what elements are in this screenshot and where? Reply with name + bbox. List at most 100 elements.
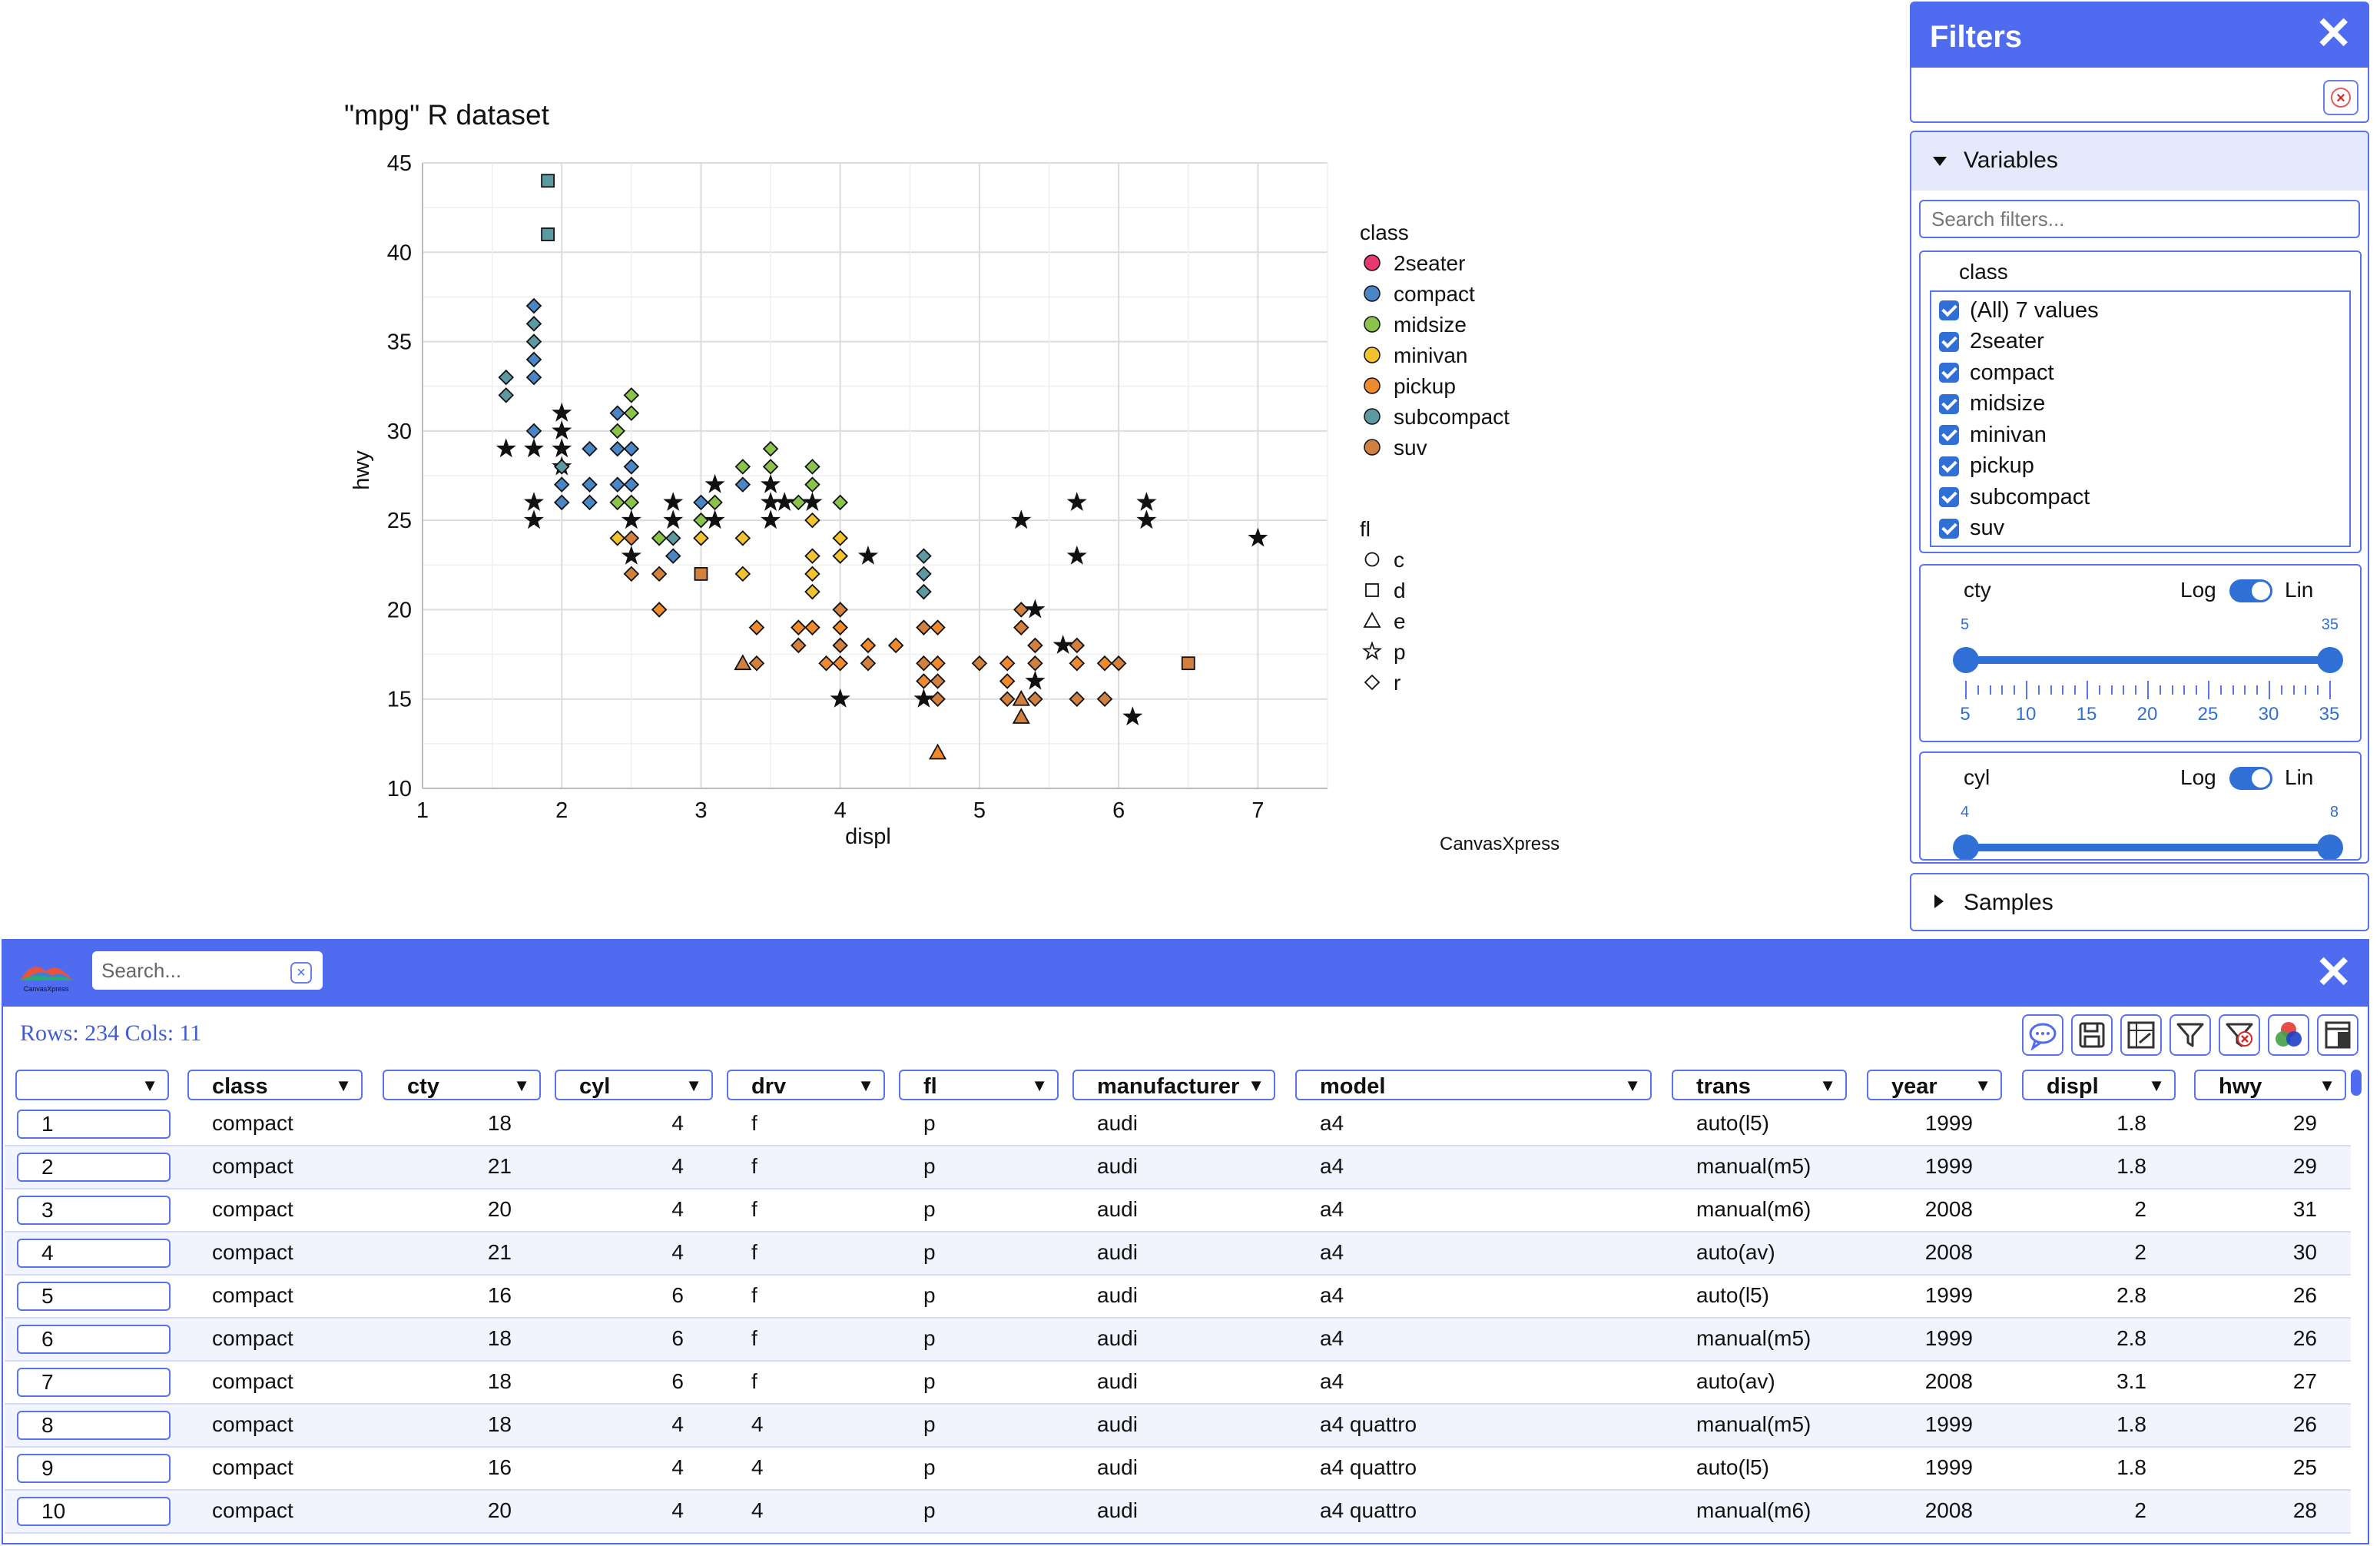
cty-scale-toggle[interactable] — [2229, 579, 2272, 602]
clear-filter-button[interactable] — [2219, 1014, 2260, 1056]
class-filter-option[interactable]: (All) 7 values — [1939, 295, 2099, 326]
cty-slider-min-handle[interactable] — [1953, 647, 1979, 673]
legend-fl-symbol — [1364, 674, 1381, 691]
column-header-model[interactable]: model ▼ — [1295, 1070, 1652, 1100]
row-index-cell[interactable]: 1 — [17, 1110, 171, 1139]
row-index-cell[interactable]: 4 — [17, 1239, 171, 1268]
cty-slider-track[interactable] — [1965, 656, 2329, 664]
table-search-input[interactable] — [92, 951, 323, 990]
samples-toggle[interactable]: Samples — [1910, 873, 2369, 931]
table-cell: 29 — [2292, 1154, 2317, 1178]
table-row[interactable]: 2 compact 21 4 f p audi a4 manual(m5) 1999 1.8 29 — [5, 1146, 2351, 1189]
sort-dropdown-icon[interactable]: ▼ — [857, 1076, 874, 1095]
comment-button[interactable] — [2022, 1014, 2063, 1056]
table-row[interactable]: 9 compact 16 4 4 p audi a4 quattro auto(l5) 1999 1… — [5, 1448, 2351, 1491]
export-button[interactable] — [2120, 1014, 2162, 1056]
filter-search-input[interactable] — [1919, 200, 2360, 238]
sort-dropdown-icon[interactable]: ▼ — [1624, 1076, 1641, 1095]
clear-all-filters-button[interactable]: × — [2323, 80, 2358, 115]
sort-dropdown-icon[interactable]: ▼ — [1031, 1076, 1048, 1095]
checkbox-checked-icon[interactable] — [1939, 300, 1959, 320]
column-header-drv[interactable]: drv ▼ — [727, 1070, 885, 1100]
class-filter-option[interactable]: subcompact — [1939, 482, 2090, 513]
row-index-cell[interactable]: 2 — [17, 1153, 171, 1182]
filter-button[interactable] — [2170, 1014, 2211, 1056]
cyl-slider-track[interactable] — [1965, 844, 2329, 851]
column-header-cyl[interactable]: cyl ▼ — [555, 1070, 713, 1100]
column-header-hwy[interactable]: hwy ▼ — [2194, 1070, 2346, 1100]
x-tick-label: 6 — [1112, 798, 1125, 823]
table-row[interactable]: 6 compact 18 6 f p audi a4 manual(m5) 1999 2.8 26 — [5, 1319, 2351, 1362]
sort-dropdown-icon[interactable]: ▼ — [1248, 1076, 1265, 1095]
row-index-cell[interactable]: 7 — [17, 1368, 171, 1397]
clear-search-icon[interactable]: × — [290, 962, 312, 984]
checkbox-checked-icon[interactable] — [1939, 487, 1959, 507]
close-table-icon[interactable]: ✕ — [2315, 947, 2352, 997]
row-index-cell[interactable]: 6 — [17, 1325, 171, 1354]
data-point — [999, 673, 1016, 689]
table-row[interactable]: 8 compact 18 4 4 p audi a4 quattro manual(m5) 199… — [5, 1405, 2351, 1448]
checkbox-checked-icon[interactable] — [1939, 363, 1959, 383]
table-cell: compact — [212, 1154, 293, 1178]
table-cell: auto(av) — [1696, 1240, 1775, 1264]
class-filter-option[interactable]: midsize — [1939, 389, 2045, 420]
cty-max-value: 35 — [2321, 616, 2339, 633]
table-row[interactable]: 4 compact 21 4 f p audi a4 auto(av) 2008 2 30 — [5, 1232, 2351, 1276]
data-point — [1066, 492, 1087, 512]
table-scrollbar[interactable] — [2351, 1070, 2362, 1523]
column-header-year[interactable]: year ▼ — [1867, 1070, 2002, 1100]
color-button[interactable] — [2268, 1014, 2309, 1056]
column-header-manufacturer[interactable]: manufacturer ▼ — [1072, 1070, 1275, 1100]
row-index-cell[interactable]: 9 — [17, 1454, 171, 1483]
table-row[interactable]: 5 compact 16 6 f p audi a4 auto(l5) 1999 2.8 26 — [5, 1276, 2351, 1319]
checkbox-checked-icon[interactable] — [1939, 393, 1959, 414]
class-filter-option[interactable]: minivan — [1939, 420, 2047, 450]
sort-dropdown-icon[interactable]: ▼ — [513, 1076, 530, 1095]
table-cell: p — [923, 1455, 936, 1479]
row-index-cell[interactable]: 3 — [17, 1196, 171, 1225]
cty-slider-max-handle[interactable] — [2317, 647, 2343, 673]
table-cell: manual(m5) — [1696, 1326, 1812, 1350]
sort-dropdown-icon[interactable]: ▼ — [2319, 1076, 2335, 1095]
cyl-slider-max-handle[interactable] — [2317, 834, 2343, 859]
column-header-fl[interactable]: fl ▼ — [899, 1070, 1059, 1100]
columns-button[interactable] — [2317, 1014, 2358, 1056]
table-row[interactable]: 7 compact 18 6 f p audi a4 auto(av) 2008 3.1 27 — [5, 1362, 2351, 1405]
cyl-scale-toggle[interactable] — [2229, 767, 2272, 790]
sort-dropdown-icon[interactable]: ▼ — [141, 1076, 158, 1095]
sort-dropdown-icon[interactable]: ▼ — [2148, 1076, 2165, 1095]
row-index-cell[interactable]: 5 — [17, 1282, 171, 1311]
class-filter-option[interactable]: 2seater — [1939, 327, 2044, 357]
table-cell: 16 — [487, 1455, 512, 1479]
cyl-slider-min-handle[interactable] — [1953, 834, 1979, 859]
class-filter-option[interactable]: suv — [1939, 513, 2004, 544]
table-row[interactable]: 3 compact 20 4 f p audi a4 manual(m6) 2008 2 31 — [5, 1189, 2351, 1232]
table-row[interactable]: 10 compact 20 4 4 p audi a4 quattro manual(m6) 20… — [5, 1491, 2351, 1534]
checkbox-checked-icon[interactable] — [1939, 518, 1959, 539]
row-index-cell[interactable]: 10 — [17, 1497, 171, 1526]
column-header-index[interactable]: ▼ — [15, 1070, 169, 1100]
column-header-displ[interactable]: displ ▼ — [2022, 1070, 2176, 1100]
column-header-cty[interactable]: cty ▼ — [383, 1070, 541, 1100]
class-filter-option[interactable]: compact — [1939, 357, 2054, 388]
sort-dropdown-icon[interactable]: ▼ — [1819, 1076, 1836, 1095]
sort-dropdown-icon[interactable]: ▼ — [685, 1076, 702, 1095]
checkbox-checked-icon[interactable] — [1939, 331, 1959, 352]
column-header-class[interactable]: class ▼ — [187, 1070, 363, 1100]
scrollbar-thumb[interactable] — [2351, 1070, 2362, 1096]
table-row[interactable]: 1 compact 18 4 f p audi a4 auto(l5) 1999 1.8 29 — [5, 1103, 2351, 1146]
save-button[interactable] — [2071, 1014, 2113, 1056]
class-filter-option[interactable]: pickup — [1939, 451, 2034, 482]
column-header-trans[interactable]: trans ▼ — [1672, 1070, 1847, 1100]
table-cell: 20 — [487, 1197, 512, 1221]
close-filters-icon[interactable]: ✕ — [2315, 8, 2352, 58]
y-tick-label: 45 — [387, 151, 412, 176]
table-cell: 2008 — [1924, 1197, 1973, 1221]
variables-toggle[interactable]: Variables — [1911, 132, 2368, 191]
sort-dropdown-icon[interactable]: ▼ — [1974, 1076, 1991, 1095]
checkbox-checked-icon[interactable] — [1939, 425, 1959, 445]
sort-dropdown-icon[interactable]: ▼ — [335, 1076, 352, 1095]
checkbox-checked-icon[interactable] — [1939, 456, 1959, 476]
row-index-cell[interactable]: 8 — [17, 1411, 171, 1440]
